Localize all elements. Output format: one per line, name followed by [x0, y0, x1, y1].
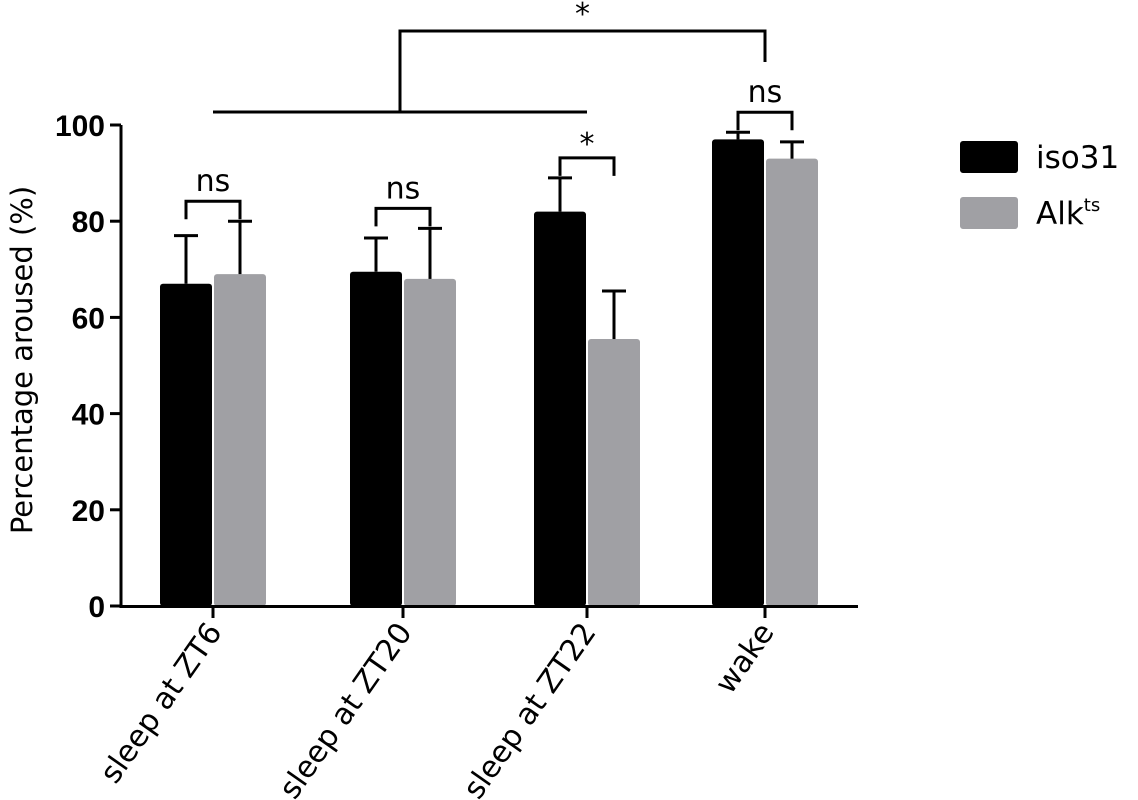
bar-series2-2 [404, 278, 456, 606]
between-group-bracket [398, 29, 767, 112]
significance-layer: ns ns * ns * [184, 0, 794, 227]
between-group-significance-label: * [575, 0, 590, 32]
bar-series2-4 [766, 158, 818, 607]
y-tick-label: 40 [72, 399, 105, 432]
y-tick-label: 60 [72, 302, 105, 335]
y-tick-label: 20 [72, 495, 105, 528]
bar-series1-1 [160, 283, 212, 606]
bar-series1-4 [712, 139, 764, 606]
legend-label-superscript: ts [1084, 195, 1100, 216]
significance-label-2: ns [386, 171, 421, 206]
legend-label-2: Alkts [1036, 195, 1100, 232]
significance-bracket-4 [736, 110, 794, 131]
legend-label-text: Alk [1036, 196, 1084, 232]
y-ticks-layer: 0 20 40 60 80 100 [55, 110, 121, 624]
bars-layer [160, 139, 818, 607]
bar-series1-3 [534, 211, 586, 606]
x-tick-label: sleep at ZT22 [457, 617, 604, 800]
legend-label-text: iso31 [1036, 140, 1119, 176]
x-ticks-layer: sleep at ZT6 sleep at ZT20 sleep at ZT22 wa… [94, 606, 782, 800]
bar-series2-1 [214, 274, 266, 606]
significance-label-4: ns [748, 75, 783, 110]
significance-label-1: ns [196, 164, 231, 199]
y-axis-title: Percentage aroused (%) [5, 186, 39, 534]
bar-series1-2 [350, 271, 402, 606]
significance-bracket-3 [558, 156, 616, 176]
x-tick-label: wake [708, 617, 781, 701]
axes-layer [119, 125, 858, 608]
y-tick-label: 100 [55, 110, 105, 143]
significance-bracket-2 [374, 206, 432, 227]
significance-label-3: * [580, 127, 595, 162]
legend: iso31 Alkts [960, 140, 1119, 232]
y-tick-label: 0 [88, 591, 105, 624]
y-tick-label: 80 [72, 206, 105, 239]
error-bars-layer [174, 130, 804, 340]
x-tick-label: sleep at ZT20 [273, 617, 420, 800]
legend-label-1: iso31 [1036, 140, 1119, 176]
legend-swatch-1 [960, 141, 1018, 173]
significance-bracket-1 [184, 199, 242, 220]
bar-series2-3 [588, 339, 640, 606]
x-tick-label: sleep at ZT6 [94, 617, 230, 790]
legend-swatch-2 [960, 197, 1018, 229]
